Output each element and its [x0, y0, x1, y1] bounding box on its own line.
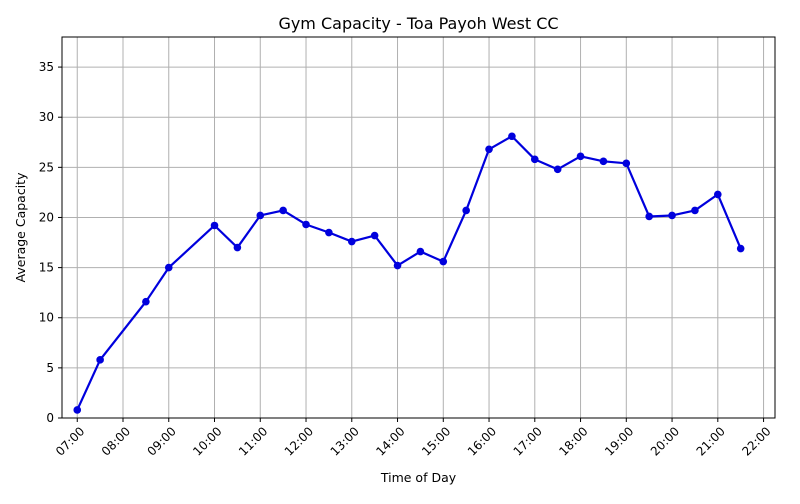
x-axis-label: Time of Day — [380, 470, 457, 485]
x-tick-label: 15:00 — [419, 424, 453, 458]
data-point — [347, 237, 356, 246]
data-point — [622, 159, 631, 168]
series-layer — [73, 132, 745, 414]
x-tick-label: 11:00 — [236, 424, 270, 458]
y-tick-label: 20 — [39, 210, 54, 224]
plot-frame — [61, 36, 776, 419]
y-tick-label: 15 — [39, 261, 54, 275]
series-line — [76, 135, 742, 411]
chart-title: Gym Capacity - Toa Payoh West CC — [278, 14, 558, 33]
x-tick-label: 07:00 — [53, 424, 87, 458]
data-point — [439, 257, 448, 266]
x-tick-label: 20:00 — [648, 424, 682, 458]
data-point — [668, 211, 676, 220]
x-tick-label: 10:00 — [190, 424, 224, 458]
data-point — [508, 132, 516, 141]
data-point — [233, 243, 242, 252]
x-tick-label: 12:00 — [282, 424, 316, 458]
data-point — [302, 220, 310, 229]
data-point — [416, 247, 425, 256]
x-tick-label: 22:00 — [739, 424, 773, 458]
data-point — [279, 206, 287, 215]
data-point — [714, 190, 722, 199]
x-tick-label: 18:00 — [556, 424, 590, 458]
data-point — [485, 145, 493, 154]
data-point — [691, 206, 699, 215]
x-tick-label: 21:00 — [694, 424, 728, 458]
data-point — [736, 244, 745, 253]
data-point — [142, 297, 150, 306]
data-point — [73, 406, 82, 414]
data-point — [462, 206, 470, 215]
x-tick-label: 08:00 — [99, 424, 133, 458]
x-tick-label: 09:00 — [145, 424, 179, 458]
x-axis: 07:00 08:00 09:00 10:00 11:00 12:00 13:00 14:00… — [53, 418, 774, 459]
x-tick-label: 17:00 — [511, 424, 545, 458]
data-point — [210, 221, 219, 230]
data-point — [645, 212, 653, 221]
y-tick-label: 30 — [39, 110, 54, 124]
y-axis-label: Average Capacity — [13, 172, 28, 283]
x-tick-label: 19:00 — [602, 424, 636, 458]
grid — [62, 37, 775, 419]
data-point — [325, 228, 333, 237]
data-point — [599, 157, 608, 166]
y-tick-label: 5 — [46, 361, 54, 375]
data-point — [164, 263, 173, 272]
data-point — [370, 231, 379, 240]
data-point — [96, 356, 104, 364]
x-tick-label: 14:00 — [373, 424, 407, 458]
data-point — [553, 165, 562, 174]
x-tick-label: 16:00 — [465, 424, 499, 458]
data-point — [530, 155, 539, 164]
data-point — [576, 152, 585, 161]
x-tick-label: 13:00 — [328, 424, 362, 458]
y-tick-label: 10 — [39, 311, 54, 325]
y-tick-label: 0 — [46, 411, 54, 425]
y-tick-label: 35 — [39, 60, 54, 74]
data-point — [393, 261, 402, 270]
y-tick-label: 25 — [39, 160, 54, 174]
data-point — [256, 211, 265, 220]
y-axis: 0 5 10 15 20 25 30 35 — [39, 60, 62, 425]
